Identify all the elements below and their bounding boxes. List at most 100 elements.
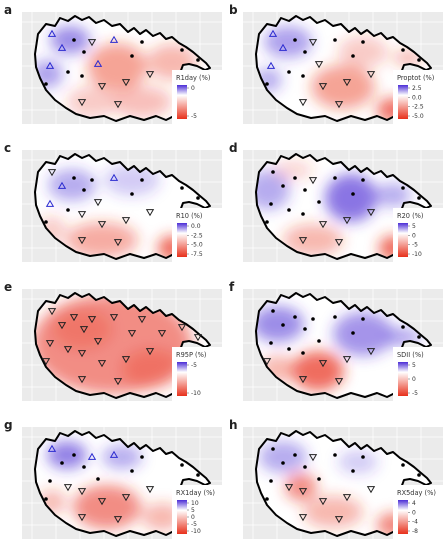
station-decrease-marker	[121, 79, 131, 87]
map-panel-c: R10 (%) 0.0 -2.5 -5.0 -7.5	[22, 150, 222, 262]
station-marker	[90, 178, 94, 182]
station-decrease-marker	[77, 376, 87, 384]
station-marker	[303, 465, 307, 469]
station-increase-marker	[109, 35, 119, 43]
station-decrease-marker	[127, 330, 137, 338]
panel-letter-a: a	[4, 3, 13, 17]
map-panel-a: R1day (%) 0 -5	[22, 12, 222, 124]
legend-colorbar	[398, 85, 408, 119]
station-marker	[80, 74, 84, 78]
station-marker	[140, 178, 144, 182]
station-increase-marker	[57, 43, 67, 51]
station-decrease-marker	[113, 101, 123, 109]
station-decrease-marker	[77, 237, 87, 245]
legend-tick-label: 5	[412, 362, 416, 369]
station-marker	[44, 82, 48, 86]
legend-tick-label: 0	[412, 509, 416, 516]
station-marker	[265, 497, 269, 501]
station-marker	[140, 455, 144, 459]
station-marker	[417, 196, 421, 200]
station-marker	[265, 220, 269, 224]
legend-tick-label: -8	[412, 528, 418, 535]
station-increase-marker	[87, 452, 97, 460]
station-marker	[401, 325, 405, 329]
stations	[265, 170, 421, 247]
legend-tick-label: -5	[191, 113, 197, 120]
watershed-boundary	[255, 153, 432, 260]
legend-colorbar	[398, 223, 408, 257]
station-marker	[72, 453, 76, 457]
legend-tick-label: 0.0	[412, 94, 422, 101]
station-decrease-marker	[77, 99, 87, 107]
legend-title: SDII (%)	[397, 351, 424, 359]
legend-title: R10 (%)	[176, 212, 202, 220]
station-marker	[281, 323, 285, 327]
station-increase-marker	[109, 450, 119, 458]
station-marker	[417, 335, 421, 339]
legend-colorbar	[177, 85, 187, 119]
map-panel-h: RX5day (%) 4 0 -4 -8	[243, 427, 443, 539]
station-marker	[333, 38, 337, 42]
station-marker	[269, 202, 273, 206]
station-marker	[66, 70, 70, 74]
station-marker	[351, 469, 355, 473]
station-decrease-marker	[157, 330, 167, 338]
station-decrease-marker	[262, 358, 272, 366]
legend: R95P (%) -5 -10	[172, 347, 222, 401]
map-panel-f: SDII (%) 5 0 -5	[243, 289, 443, 401]
legend-title: Proptot (%)	[397, 74, 434, 82]
station-increase-marker	[109, 173, 119, 181]
station-decrease-marker	[298, 514, 308, 522]
legend-colorbar	[177, 500, 187, 534]
station-marker	[417, 473, 421, 477]
station-decrease-marker	[41, 358, 51, 366]
station-marker	[48, 479, 52, 483]
panel-letter-e: e	[4, 280, 13, 294]
map-panel-d: R20 (%) 5 0 -5 -10	[243, 150, 443, 262]
station-decrease-marker	[97, 221, 107, 229]
station-marker	[130, 469, 134, 473]
station-marker	[417, 58, 421, 62]
legend: R1day (%) 0 -5	[172, 70, 222, 124]
station-marker	[66, 208, 70, 212]
legend-title: R95P (%)	[176, 351, 206, 359]
station-increase-marker	[266, 61, 276, 69]
station-marker	[361, 317, 365, 321]
station-marker	[333, 315, 337, 319]
legend-tick-label: -10	[412, 251, 422, 258]
station-decrease-marker	[47, 169, 57, 177]
station-decrease-marker	[145, 348, 155, 356]
legend-tick-label: 2.5	[412, 85, 422, 92]
station-decrease-marker	[308, 39, 318, 47]
station-decrease-marker	[77, 488, 87, 496]
legend-tick-label: 0	[191, 514, 195, 521]
legend-tick-label: 10	[191, 500, 199, 507]
station-decrease-marker	[77, 514, 87, 522]
station-marker	[401, 48, 405, 52]
station-marker	[351, 331, 355, 335]
legend-tick-label: 0.0	[191, 223, 201, 230]
station-decrease-marker	[63, 484, 73, 492]
legend: R20 (%) 5 0 -5 -10	[393, 208, 443, 262]
station-decrease-marker	[318, 498, 328, 506]
station-decrease-marker	[113, 378, 123, 386]
station-decrease-marker	[193, 334, 203, 342]
station-marker	[351, 54, 355, 58]
station-increase-marker	[45, 199, 55, 207]
station-decrease-marker	[298, 488, 308, 496]
legend-title: R20 (%)	[397, 212, 423, 220]
map-panel-e: R95P (%) -5 -10	[22, 289, 222, 401]
stations	[44, 444, 200, 524]
stations	[44, 169, 200, 247]
station-decrease-marker	[97, 360, 107, 368]
station-marker	[271, 447, 275, 451]
station-marker	[293, 176, 297, 180]
legend-tick-label: -5.0	[191, 242, 203, 249]
station-marker	[281, 461, 285, 465]
legend-tick-label: -10	[191, 528, 201, 535]
panel-letter-d: d	[229, 141, 238, 155]
station-decrease-marker	[97, 498, 107, 506]
station-marker	[317, 200, 321, 204]
station-decrease-marker	[334, 516, 344, 524]
station-marker	[72, 176, 76, 180]
